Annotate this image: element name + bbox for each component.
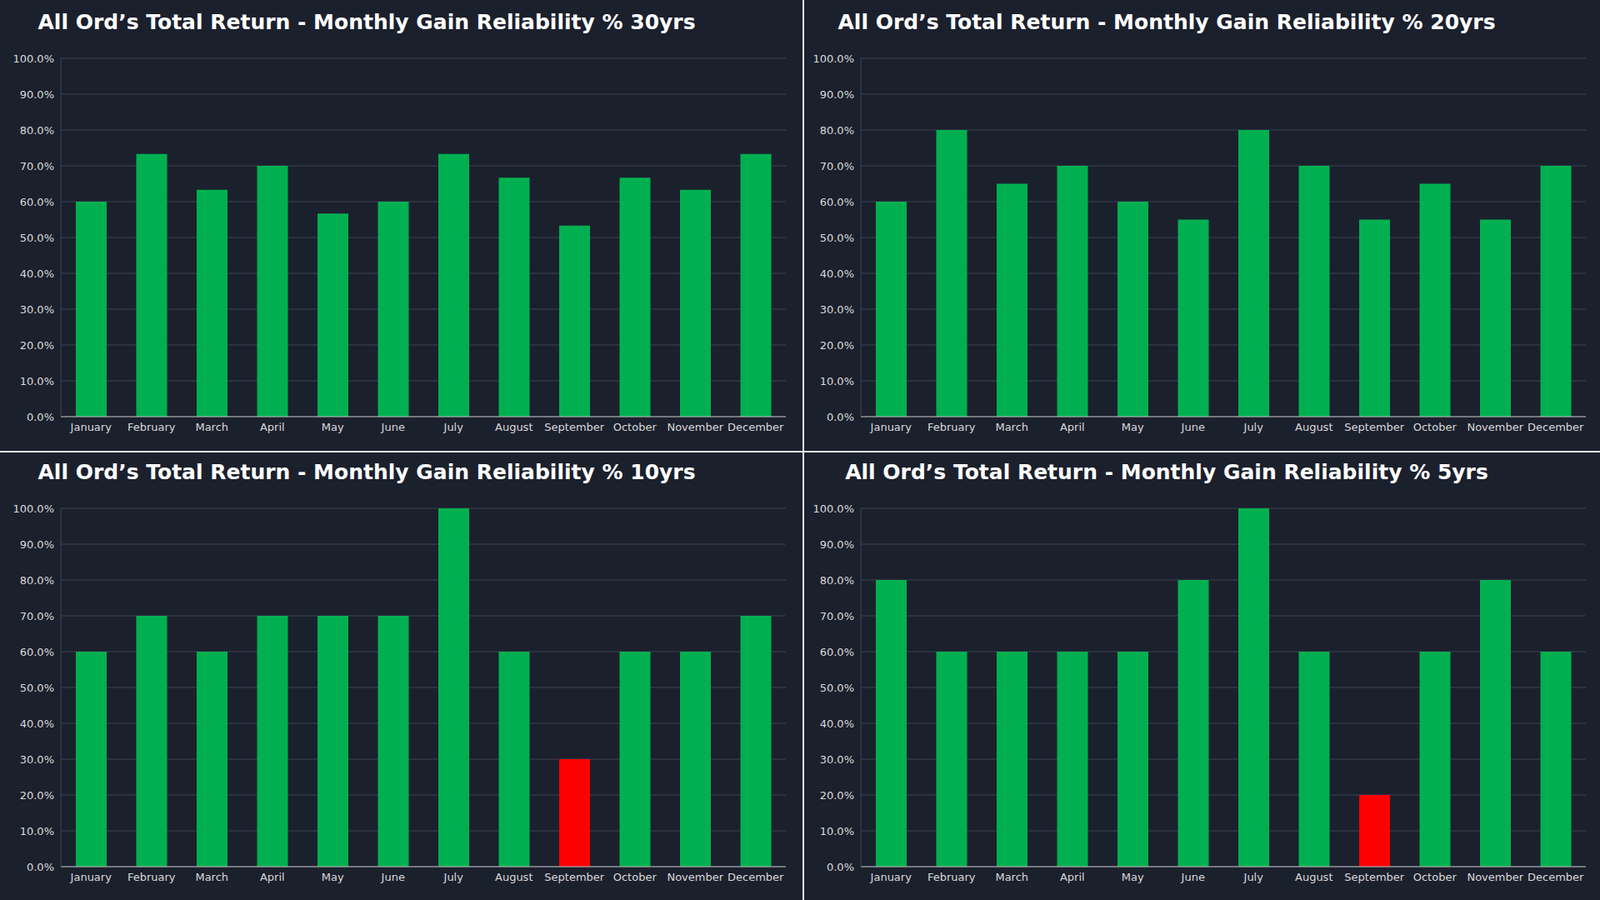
html-text:All Ord’s Total Return - Month: All Ord’s Total Return - Monthly Gain Re… (845, 460, 1489, 485)
svg-text:30.0%: 30.0% (20, 303, 55, 316)
svg-text:80.0%: 80.0% (20, 124, 55, 137)
svg-text:January: January (870, 420, 913, 434)
svg-text:10.0%: 10.0% (820, 375, 855, 388)
svg-text:July: July (1243, 420, 1265, 434)
svg-text:August: August (1295, 420, 1334, 434)
svg-text:February: February (927, 870, 976, 884)
svg-text:30.0%: 30.0% (20, 753, 55, 766)
svg-text:June: June (1180, 420, 1205, 434)
svg-text:September: September (544, 870, 605, 884)
svg-text:November: November (666, 870, 724, 884)
svg-text:November: November (666, 420, 724, 434)
svg-text:80.0%: 80.0% (820, 124, 855, 137)
svg-text:July: July (443, 420, 465, 434)
svg-text:90.0%: 90.0% (820, 538, 855, 551)
svg-text:40.0%: 40.0% (20, 717, 55, 730)
svg-text:80.0%: 80.0% (820, 574, 855, 587)
svg-text:September: September (1344, 870, 1405, 884)
svg-text:90.0%: 90.0% (20, 538, 55, 551)
svg-text:March: March (195, 420, 229, 434)
svg-text:100.0%: 100.0% (12, 502, 55, 515)
svg-text:April: April (260, 870, 285, 884)
svg-text:August: August (495, 420, 534, 434)
svg-text:40.0%: 40.0% (820, 717, 855, 730)
svg-text:September: September (1344, 420, 1405, 434)
svg-text:July: July (1243, 870, 1265, 884)
svg-text:October: October (1413, 870, 1458, 884)
svg-text:50.0%: 50.0% (820, 681, 855, 695)
svg-text:70.0%: 70.0% (20, 160, 55, 173)
svg-text:December: December (727, 420, 785, 434)
svg-text:20.0%: 20.0% (20, 339, 55, 352)
svg-text:0.0%: 0.0% (26, 410, 55, 424)
svg-text:December: December (1527, 870, 1585, 884)
html-text:All Ord’s Total Return - Month: All Ord’s Total Return - Monthly Gain Re… (837, 10, 1496, 35)
svg-text:August: August (495, 870, 534, 884)
svg-text:January: January (870, 870, 913, 884)
svg-text:December: December (1527, 420, 1585, 434)
svg-text:September: September (544, 420, 605, 434)
svg-text:100.0%: 100.0% (812, 52, 855, 65)
svg-text:40.0%: 40.0% (20, 267, 55, 280)
svg-text:60.0%: 60.0% (820, 195, 855, 209)
svg-text:30.0%: 30.0% (820, 303, 855, 316)
svg-text:November: November (1466, 870, 1524, 884)
svg-text:October: October (613, 870, 658, 884)
svg-text:0.0%: 0.0% (826, 860, 855, 874)
svg-text:March: March (995, 420, 1029, 434)
svg-text:December: December (727, 870, 785, 884)
svg-text:May: May (321, 870, 345, 884)
svg-text:March: March (995, 870, 1029, 884)
svg-text:20.0%: 20.0% (820, 789, 855, 802)
svg-text:90.0%: 90.0% (20, 88, 55, 101)
svg-text:10.0%: 10.0% (20, 825, 55, 838)
svg-text:February: February (927, 420, 976, 434)
svg-text:May: May (1121, 420, 1145, 434)
svg-text:April: April (1060, 420, 1085, 434)
svg-text:60.0%: 60.0% (20, 195, 55, 209)
svg-text:June: June (1180, 870, 1205, 884)
svg-text:October: October (1413, 420, 1458, 434)
svg-text:April: April (260, 420, 285, 434)
svg-text:30.0%: 30.0% (820, 753, 855, 766)
svg-text:February: February (127, 870, 176, 884)
svg-text:10.0%: 10.0% (20, 375, 55, 388)
svg-text:May: May (321, 420, 345, 434)
svg-text:April: April (1060, 870, 1085, 884)
svg-text:June: June (380, 420, 405, 434)
svg-text:50.0%: 50.0% (20, 681, 55, 695)
svg-text:May: May (1121, 870, 1145, 884)
svg-text:August: August (1295, 870, 1334, 884)
svg-text:July: July (443, 870, 465, 884)
svg-text:60.0%: 60.0% (820, 645, 855, 659)
svg-text:October: October (613, 420, 658, 434)
svg-text:January: January (70, 870, 113, 884)
svg-text:June: June (380, 870, 405, 884)
svg-text:80.0%: 80.0% (20, 574, 55, 587)
svg-text:70.0%: 70.0% (20, 610, 55, 623)
svg-text:0.0%: 0.0% (826, 410, 855, 424)
svg-text:20.0%: 20.0% (20, 789, 55, 802)
html-text:All Ord’s Total Return - Month: All Ord’s Total Return - Monthly Gain Re… (37, 460, 696, 485)
svg-text:0.0%: 0.0% (26, 860, 55, 874)
svg-text:20.0%: 20.0% (820, 339, 855, 352)
svg-text:60.0%: 60.0% (20, 645, 55, 659)
svg-text:10.0%: 10.0% (820, 825, 855, 838)
svg-text:February: February (127, 420, 176, 434)
svg-text:March: March (195, 870, 229, 884)
svg-text:70.0%: 70.0% (820, 610, 855, 623)
svg-text:100.0%: 100.0% (12, 52, 55, 65)
svg-text:50.0%: 50.0% (20, 231, 55, 245)
html-text:All Ord’s Total Return - Month: All Ord’s Total Return - Monthly Gain Re… (37, 10, 696, 35)
svg-text:November: November (1466, 420, 1524, 434)
svg-text:40.0%: 40.0% (820, 267, 855, 280)
svg-text:90.0%: 90.0% (820, 88, 855, 101)
svg-text:100.0%: 100.0% (812, 502, 855, 515)
svg-text:50.0%: 50.0% (820, 231, 855, 245)
svg-text:70.0%: 70.0% (820, 160, 855, 173)
svg-text:January: January (70, 420, 113, 434)
